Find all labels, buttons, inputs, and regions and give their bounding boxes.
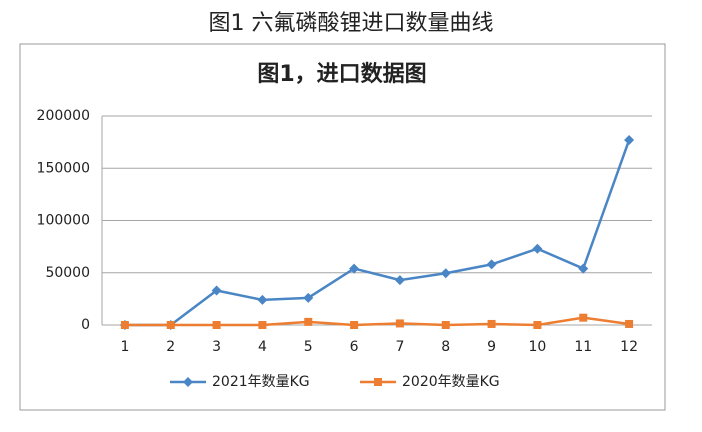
marker xyxy=(533,321,542,329)
marker xyxy=(166,321,175,329)
marker xyxy=(395,319,404,328)
marker xyxy=(532,243,543,254)
marker xyxy=(579,313,588,322)
legend-label: 2020年数量KG xyxy=(402,374,500,390)
x-tick-label: 12 xyxy=(620,339,638,355)
marker xyxy=(624,135,635,146)
marker xyxy=(394,275,405,286)
marker xyxy=(303,292,314,303)
x-tick-label: 11 xyxy=(574,339,592,355)
y-tick-label: 50000 xyxy=(45,265,90,281)
chart-title: 图1，进口数据图 xyxy=(257,61,426,87)
x-tick-label: 10 xyxy=(529,339,547,355)
x-tick-label: 4 xyxy=(258,339,267,355)
y-tick-label: 100000 xyxy=(37,213,90,229)
marker xyxy=(374,378,382,386)
marker xyxy=(257,294,268,305)
x-tick-label: 9 xyxy=(487,339,496,355)
marker xyxy=(349,263,360,274)
chart-border xyxy=(19,43,666,411)
marker xyxy=(487,319,496,328)
x-tick-label: 8 xyxy=(441,339,450,355)
marker xyxy=(486,259,497,270)
marker xyxy=(212,321,221,329)
marker xyxy=(350,321,359,329)
marker xyxy=(258,321,267,329)
marker xyxy=(440,268,451,279)
marker xyxy=(304,317,313,326)
marker xyxy=(183,377,193,387)
marker xyxy=(625,319,634,328)
marker xyxy=(120,321,129,329)
marker xyxy=(578,263,589,274)
x-tick-label: 2 xyxy=(166,339,175,355)
series-line xyxy=(124,316,630,327)
x-tick-label: 5 xyxy=(304,339,313,355)
y-tick-label: 200000 xyxy=(37,108,90,124)
legend-label: 2021年数量KG xyxy=(212,374,310,390)
series-line xyxy=(124,139,631,327)
x-tick-label: 7 xyxy=(395,339,404,355)
x-tick-label: 6 xyxy=(350,339,359,355)
marker xyxy=(211,285,222,296)
x-tick-label: 3 xyxy=(212,339,221,355)
page-title: 图1 六氟磷酸锂进口数量曲线 xyxy=(209,11,494,36)
y-tick-label: 0 xyxy=(81,317,90,333)
marker xyxy=(441,321,450,329)
x-tick-label: 1 xyxy=(120,339,129,355)
y-tick-label: 150000 xyxy=(37,160,90,176)
